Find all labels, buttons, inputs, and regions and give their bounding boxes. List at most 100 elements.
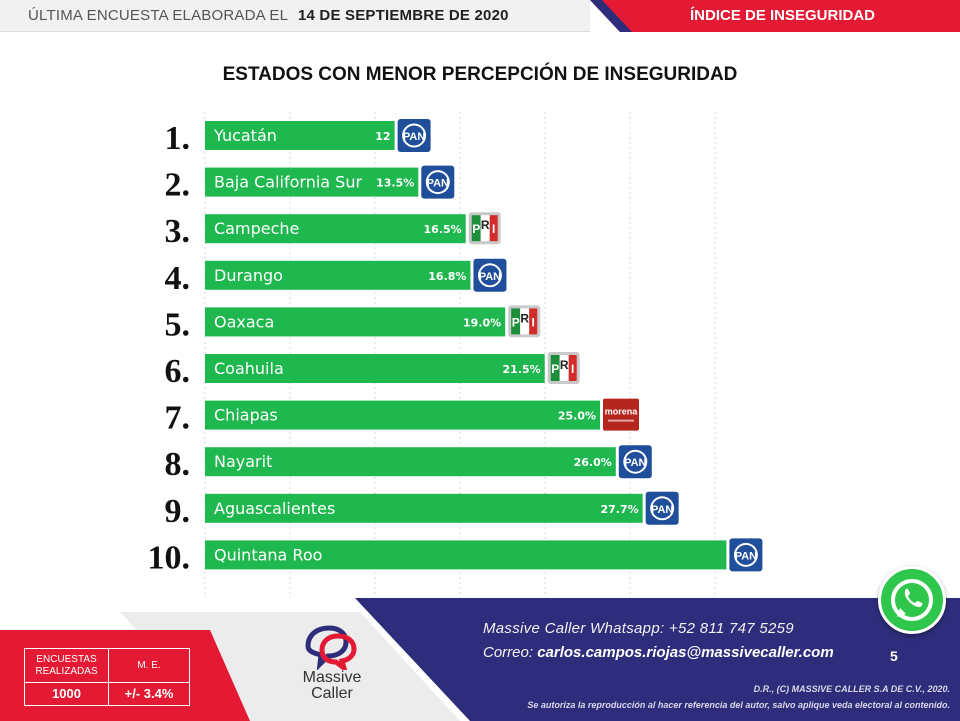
morena-logo-text: morena xyxy=(605,407,639,417)
bar-row: 3. Campeche 16.5% P R I xyxy=(165,212,501,250)
pan-logo-text: PAN xyxy=(735,550,757,562)
bar-value-label: 16.5% xyxy=(424,223,462,236)
massive-caller-logo-icon xyxy=(305,625,357,670)
chart-title: ESTADOS CON MENOR PERCEPCIÓN DE INSEGURI… xyxy=(222,64,738,85)
email-address[interactable]: carlos.campos.riojas@massivecaller.com xyxy=(537,644,834,661)
brand-name: Massive Caller xyxy=(302,669,362,702)
rank-number: 4. xyxy=(165,260,191,297)
bar xyxy=(205,307,506,337)
pri-logo-letter: I xyxy=(492,222,495,236)
bar xyxy=(205,260,471,290)
bar-value-label: 13.5% xyxy=(376,177,414,190)
email-label: Correo: xyxy=(483,644,534,661)
pri-logo-letter: P xyxy=(472,222,480,236)
pri-logo-letter: P xyxy=(512,315,520,329)
bar-row: 2. Baja California Sur 13.5% PAN xyxy=(165,165,455,204)
rank-number: 7. xyxy=(165,400,191,437)
bar-value-label: 26.0% xyxy=(574,456,612,469)
rank-number: 9. xyxy=(165,493,191,530)
pan-logo-icon: PAN xyxy=(473,258,507,292)
bar-value-label: 16.8% xyxy=(428,270,466,283)
pri-logo-letter: I xyxy=(532,315,535,329)
morena-logo-icon: morena xyxy=(603,398,639,431)
survey-info-table: ENCUESTAS REALIZADAS M. E. 1000 +/- 3.4% xyxy=(24,648,190,706)
pan-logo-text: PAN xyxy=(624,457,646,469)
page-number: 5 xyxy=(890,648,898,664)
encuestas-value: 1000 xyxy=(25,683,109,705)
me-value: +/- 3.4% xyxy=(124,686,174,702)
bar-category-label: Coahuila xyxy=(214,359,284,378)
copyright-line: D.R., (C) MASSIVE CALLER S.A DE C.V., 20… xyxy=(753,684,950,694)
bar-value-label: 19.0% xyxy=(463,316,501,329)
bar xyxy=(205,400,600,430)
pan-logo-text: PAN xyxy=(651,504,673,516)
bar-category-label: Chiapas xyxy=(214,406,278,425)
bar xyxy=(205,354,545,383)
bar-category-label: Oaxaca xyxy=(214,312,274,331)
bar xyxy=(205,121,395,150)
whatsapp-contact: Massive Caller Whatsapp: +52 811 747 525… xyxy=(483,620,794,637)
rank-number: 3. xyxy=(165,213,191,250)
survey-date-line: ÚLTIMA ENCUESTA ELABORADA EL 14 DE SEPTI… xyxy=(28,7,509,24)
rank-number: 2. xyxy=(165,167,191,204)
rank-number: 6. xyxy=(165,353,191,390)
pri-logo-letter: R xyxy=(560,358,569,372)
bar-row: 4. Durango 16.8% PAN xyxy=(165,258,507,297)
bar-category-label: Durango xyxy=(214,266,283,285)
bar-row: 10. Quintana Roo PAN xyxy=(148,538,763,576)
bar xyxy=(205,540,727,570)
bar xyxy=(205,493,643,523)
pan-logo-icon: PAN xyxy=(645,491,679,525)
me-header: M. E. xyxy=(109,649,189,683)
footer-navy-band xyxy=(355,598,960,721)
bar-category-label: Aguascalientes xyxy=(214,499,335,518)
section-title: ÍNDICE DE INSEGURIDAD xyxy=(690,7,876,24)
pan-logo-icon: PAN xyxy=(397,119,431,152)
rank-number: 10. xyxy=(148,539,191,576)
survey-date: 14 DE SEPTIEMBRE DE 2020 xyxy=(297,7,509,24)
survey-date-label: ÚLTIMA ENCUESTA ELABORADA EL xyxy=(28,7,288,24)
pan-logo-icon: PAN xyxy=(618,445,652,479)
bar xyxy=(205,167,419,197)
bar-category-label: Quintana Roo xyxy=(214,545,322,564)
pri-logo-letter: P xyxy=(551,362,559,376)
whatsapp-icon[interactable] xyxy=(878,566,946,634)
bar-value-label: 27.7% xyxy=(600,503,638,516)
pri-logo-letter: R xyxy=(520,311,529,325)
rank-number: 5. xyxy=(165,306,191,343)
bar-row: 6. Coahuila 21.5% P R I xyxy=(165,352,580,390)
pri-logo-letter: I xyxy=(571,362,574,376)
bar-category-label: Nayarit xyxy=(214,452,272,471)
bar-row: 5. Oaxaca 19.0% P R I xyxy=(165,305,541,343)
bar-row: 9. Aguascalientes 27.7% PAN xyxy=(165,491,679,530)
rank-number: 8. xyxy=(165,446,191,483)
bar-category-label: Yucatán xyxy=(213,126,277,145)
bar-category-label: Campeche xyxy=(214,219,299,238)
top-bar: ÚLTIMA ENCUESTA ELABORADA EL 14 DE SEPTI… xyxy=(0,0,960,32)
bar-row: 8. Nayarit 26.0% PAN xyxy=(165,445,652,483)
pan-logo-text: PAN xyxy=(427,178,449,190)
reproduction-notice: Se autoriza la reproducción al hacer ref… xyxy=(527,700,950,710)
header-red-band xyxy=(590,0,960,32)
email-contact: Correo: carlos.campos.riojas@massivecall… xyxy=(483,644,834,661)
bar-value-label: 12 xyxy=(375,130,390,143)
top-bar-left xyxy=(0,0,590,32)
pan-logo-icon: PAN xyxy=(421,165,455,199)
bar-row: 1. Yucatán 12 PAN xyxy=(165,119,431,157)
pri-logo-letter: R xyxy=(481,218,490,232)
rank-number: 1. xyxy=(165,120,191,157)
bar xyxy=(205,447,616,477)
pan-logo-text: PAN xyxy=(479,271,501,283)
bar-row: 7. Chiapas 25.0% morena xyxy=(165,398,639,437)
pan-logo-text: PAN xyxy=(403,131,425,143)
pan-logo-icon: PAN xyxy=(729,538,763,572)
bar-value-label: 21.5% xyxy=(503,363,541,376)
bar xyxy=(205,214,466,244)
bar-category-label: Baja California Sur xyxy=(214,173,362,192)
bar-value-label: 25.0% xyxy=(558,410,596,423)
encuestas-header: ENCUESTAS REALIZADAS xyxy=(25,649,109,683)
